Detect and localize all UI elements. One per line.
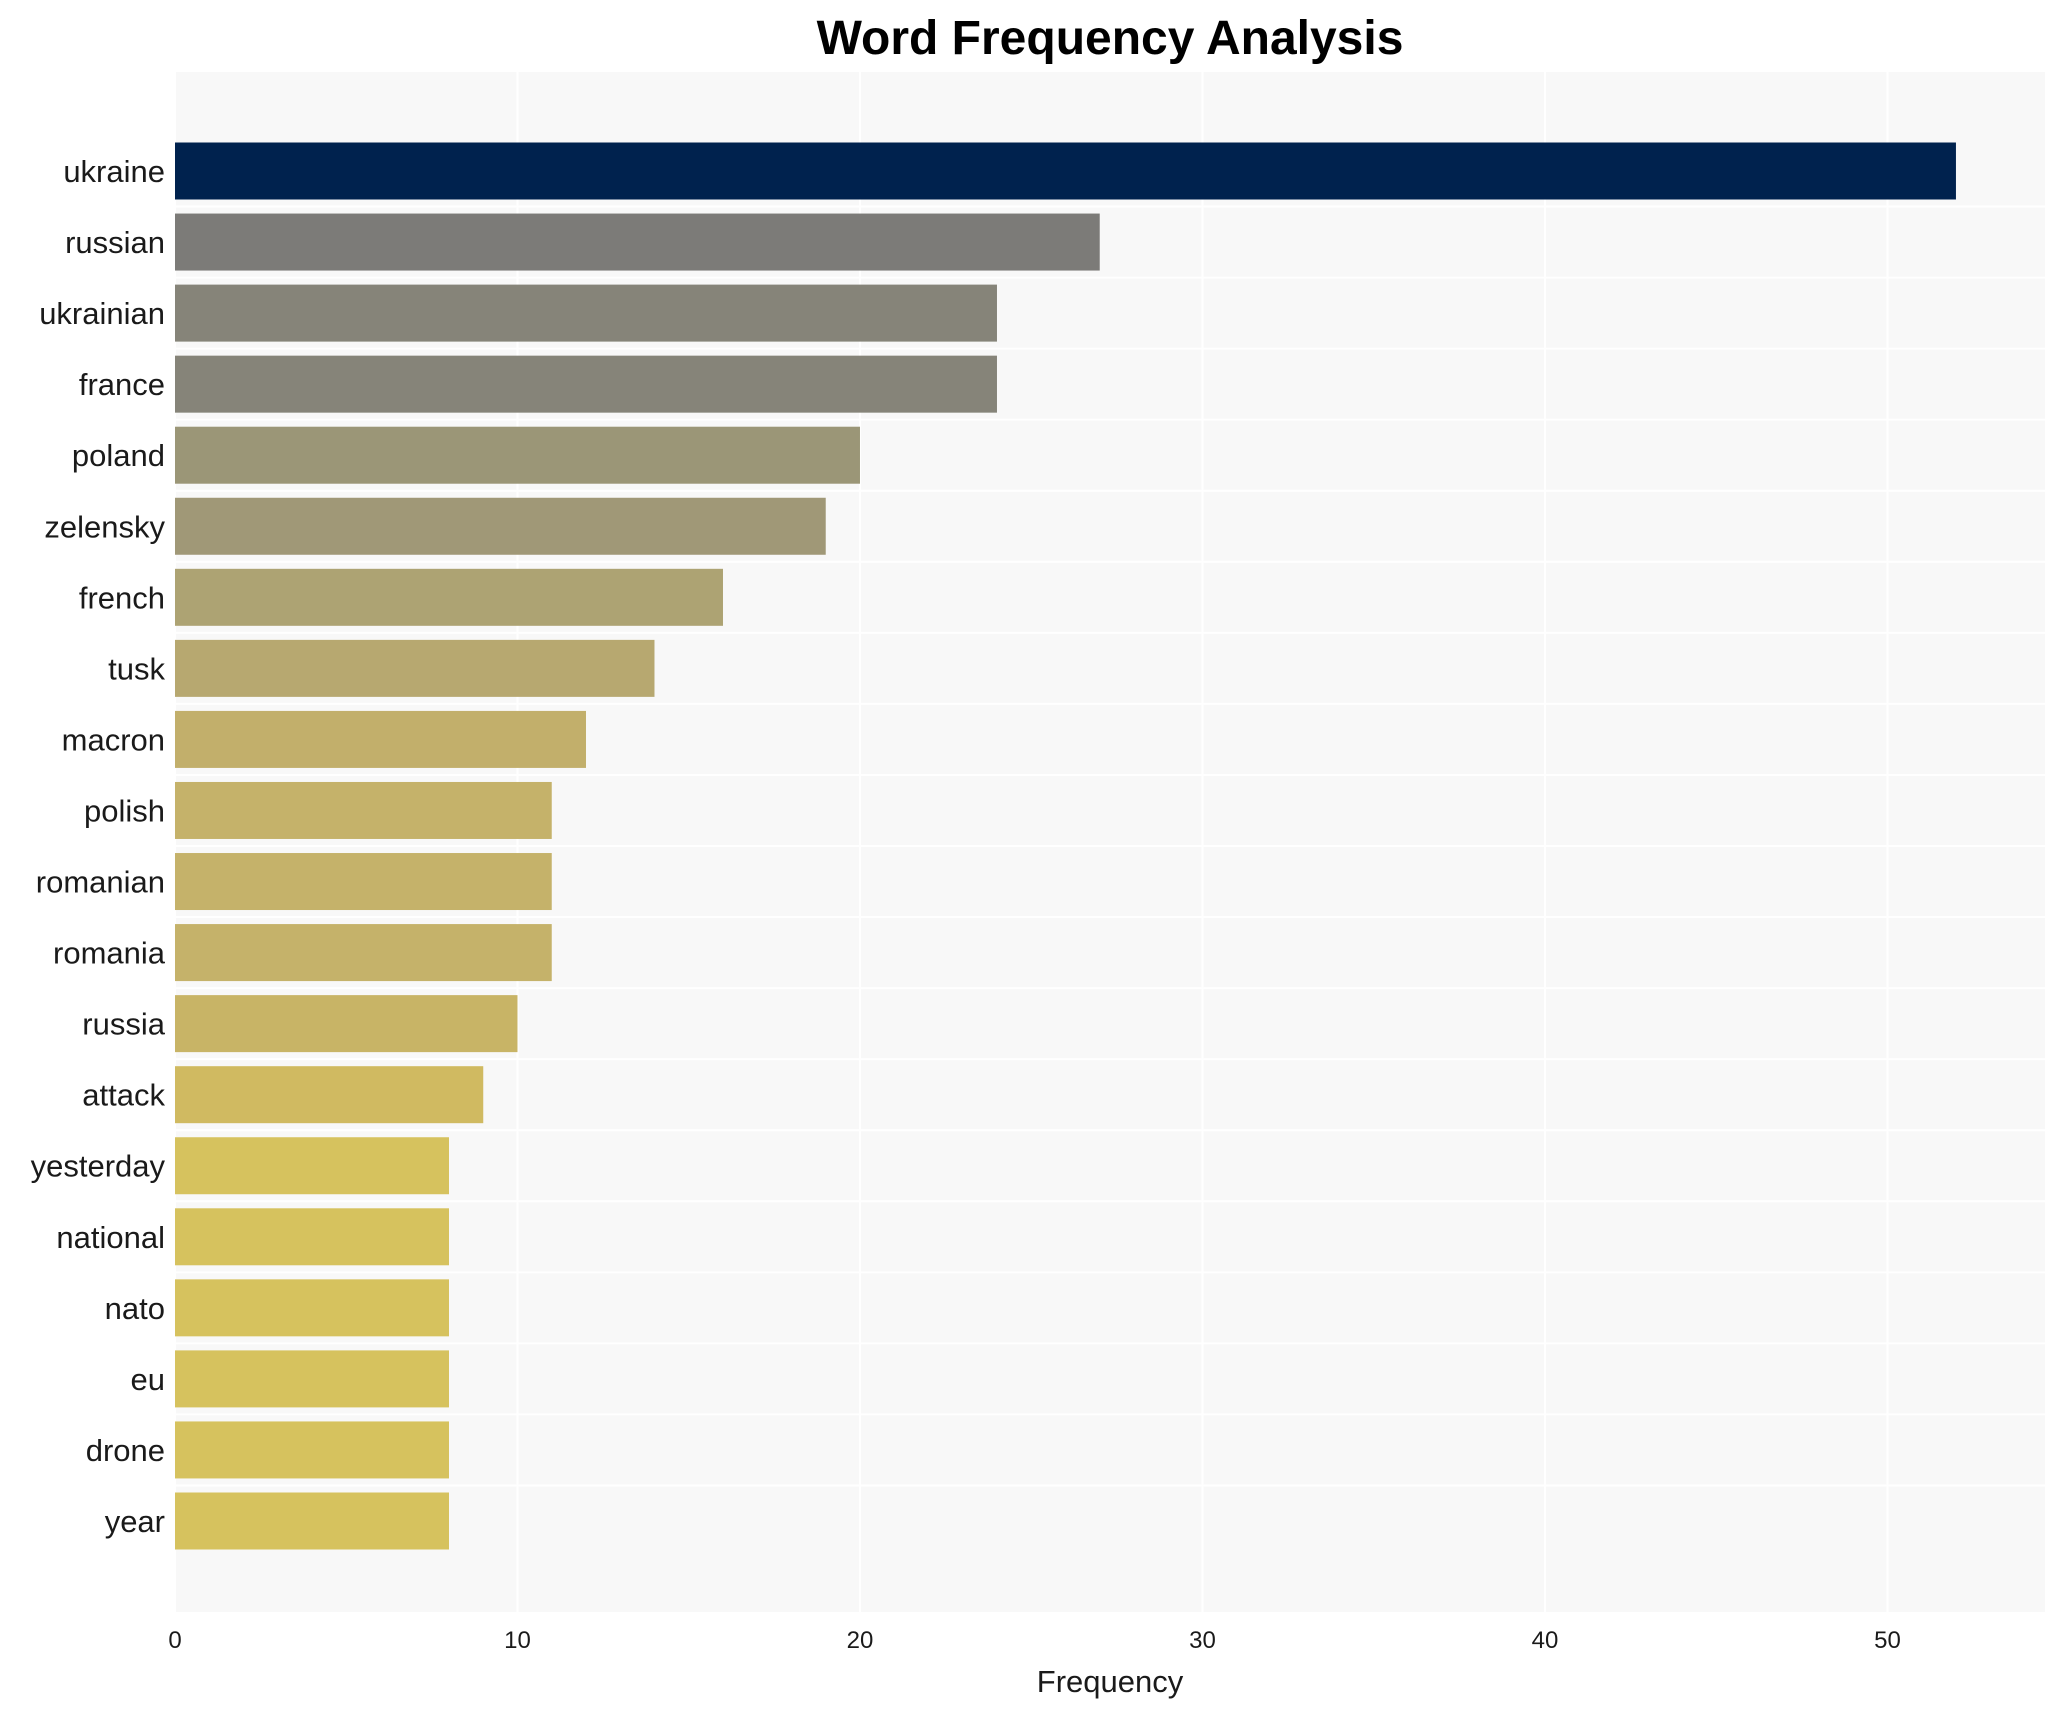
bar-nato <box>175 1279 449 1337</box>
y-tick-label-ukrainian: ukrainian <box>39 296 165 331</box>
bar-attack <box>175 1066 484 1124</box>
x-tick-label: 30 <box>1189 1627 1216 1654</box>
x-tick-label: 50 <box>1874 1627 1901 1654</box>
bar-french <box>175 568 723 626</box>
y-tick-label-year: year <box>105 1504 165 1539</box>
y-tick-label-french: french <box>79 580 165 615</box>
bar-france <box>175 355 997 413</box>
y-tick-label-poland: poland <box>72 438 165 473</box>
x-tick-label: 40 <box>1532 1627 1559 1654</box>
y-tick-label-national: national <box>56 1220 165 1255</box>
bar-eu <box>175 1350 449 1408</box>
y-tick-label-russia: russia <box>82 1007 165 1042</box>
bar-macron <box>175 710 586 768</box>
bar-tusk <box>175 639 655 697</box>
chart-title: Word Frequency Analysis <box>817 12 1404 65</box>
y-tick-label-yesterday: yesterday <box>31 1149 166 1184</box>
x-tick-label: 10 <box>504 1627 531 1654</box>
y-tick-label-nato: nato <box>105 1291 165 1326</box>
y-tick-labels: ukraine russian ukrainian france poland zelen… <box>31 154 166 1539</box>
y-tick-label-zelensky: zelensky <box>44 509 165 544</box>
y-tick-label-attack: attack <box>82 1078 165 1113</box>
bar-yesterday <box>175 1137 449 1195</box>
bar-russian <box>175 213 1100 271</box>
y-tick-label-drone: drone <box>86 1433 165 1468</box>
bar-polish <box>175 781 552 839</box>
bar-national <box>175 1208 449 1266</box>
y-tick-label-tusk: tusk <box>108 651 165 686</box>
y-tick-label-romanian: romanian <box>36 865 165 900</box>
y-tick-label-polish: polish <box>84 793 165 828</box>
bar-russia <box>175 995 518 1053</box>
x-tick-label: 0 <box>168 1627 181 1654</box>
y-tick-label-russian: russian <box>65 225 165 260</box>
y-tick-label-macron: macron <box>62 722 165 757</box>
bar-poland <box>175 426 860 484</box>
x-tick-label: 20 <box>847 1627 874 1654</box>
y-tick-label-romania: romania <box>53 936 166 971</box>
bar-ukraine <box>175 142 1956 200</box>
x-tick-labels: 0 10 20 30 40 50 <box>168 1627 1900 1654</box>
bar-drone <box>175 1421 449 1479</box>
bar-year <box>175 1492 449 1550</box>
y-tick-label-ukraine: ukraine <box>63 154 165 189</box>
x-axis-label: Frequency <box>1037 1664 1184 1699</box>
y-tick-label-france: france <box>79 367 165 402</box>
bars <box>175 142 1956 1550</box>
bar-romanian <box>175 853 552 911</box>
bar-ukrainian <box>175 284 997 342</box>
bar-zelensky <box>175 497 826 555</box>
y-tick-label-eu: eu <box>131 1362 165 1397</box>
bar-romania <box>175 924 552 982</box>
